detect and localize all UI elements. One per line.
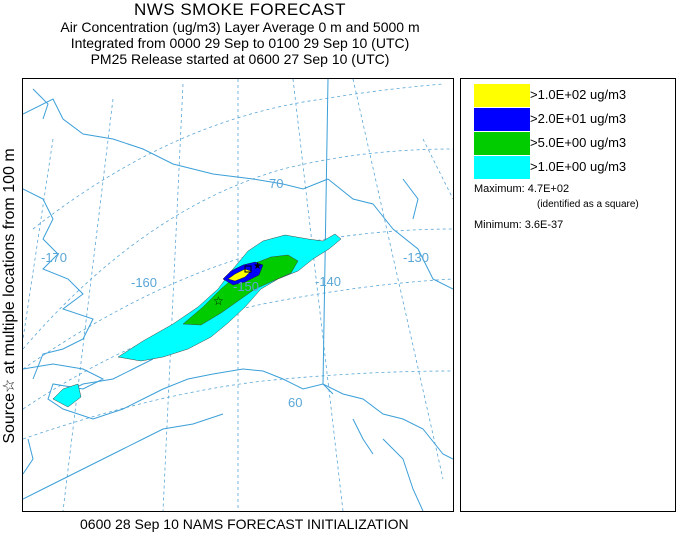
- legend-label: >1.0E+02 ug/m3: [530, 87, 627, 102]
- lat-label-60: 60: [288, 395, 302, 410]
- maximum-marker: [244, 265, 252, 273]
- plume-level-2: [182, 254, 299, 326]
- subtitle-release: PM25 Release started at 0600 27 Sep 10 (…: [90, 51, 390, 67]
- lon-label-140: -140: [315, 274, 341, 289]
- legend-label: >1.0E+00 ug/m3: [530, 159, 627, 174]
- legend-swatch: [474, 132, 530, 155]
- source-star-icon-2: ★: [253, 261, 262, 272]
- legend-panel: >1.0E+02 ug/m3 >2.0E+01 ug/m3 >5.0E+00 u…: [460, 78, 676, 512]
- legend-item-level3: >2.0E+01 ug/m3: [474, 108, 674, 131]
- smoke-map[interactable]: ☆ ★ -170 -160 -150 -140 -130 70 60: [23, 79, 453, 511]
- legend-swatch: [474, 108, 530, 131]
- lon-label-150: -150: [233, 279, 259, 294]
- legend-item-level4: >1.0E+02 ug/m3: [474, 84, 674, 107]
- map-panel[interactable]: ☆ ★ -170 -160 -150 -140 -130 70 60: [22, 78, 454, 512]
- lon-label-130: -130: [403, 250, 429, 265]
- legend-item-level1: >1.0E+00 ug/m3: [474, 156, 674, 179]
- smoke-plume: ☆ ★: [52, 233, 342, 408]
- maximum-note: (identified as a square): [537, 199, 639, 210]
- lat-label-70: 70: [269, 176, 283, 191]
- legend-label: >5.0E+00 ug/m3: [530, 135, 627, 150]
- legend-label: >2.0E+01 ug/m3: [530, 111, 627, 126]
- plume-level-1-south: [52, 383, 82, 408]
- minimum-value: Minimum: 3.6E-37: [474, 219, 564, 231]
- legend-item-level2: >5.0E+00 ug/m3: [474, 132, 674, 155]
- graticule: [23, 79, 453, 511]
- forecast-initialization: 0600 28 Sep 10 NAMS FORECAST INITIALIZAT…: [80, 516, 409, 532]
- map-title-block: NWS SMOKE FORECAST Air Concentration (ug…: [22, 0, 458, 67]
- subtitle-integration: Integrated from 0000 29 Sep to 0100 29 S…: [70, 35, 410, 51]
- source-star-icon: ☆: [213, 294, 224, 308]
- map-title: NWS SMOKE FORECAST: [133, 0, 347, 19]
- lon-label-170: -170: [41, 250, 67, 265]
- source-label: Source☆ at multiple locations from 100 m: [1, 148, 18, 444]
- maximum-value: Maximum: 4.7E+02: [474, 183, 570, 195]
- lon-label-160: -160: [131, 275, 157, 290]
- legend-swatch: [474, 156, 530, 179]
- subtitle-concentration: Air Concentration (ug/m3) Layer Average …: [60, 19, 420, 35]
- legend-swatch: [474, 84, 530, 107]
